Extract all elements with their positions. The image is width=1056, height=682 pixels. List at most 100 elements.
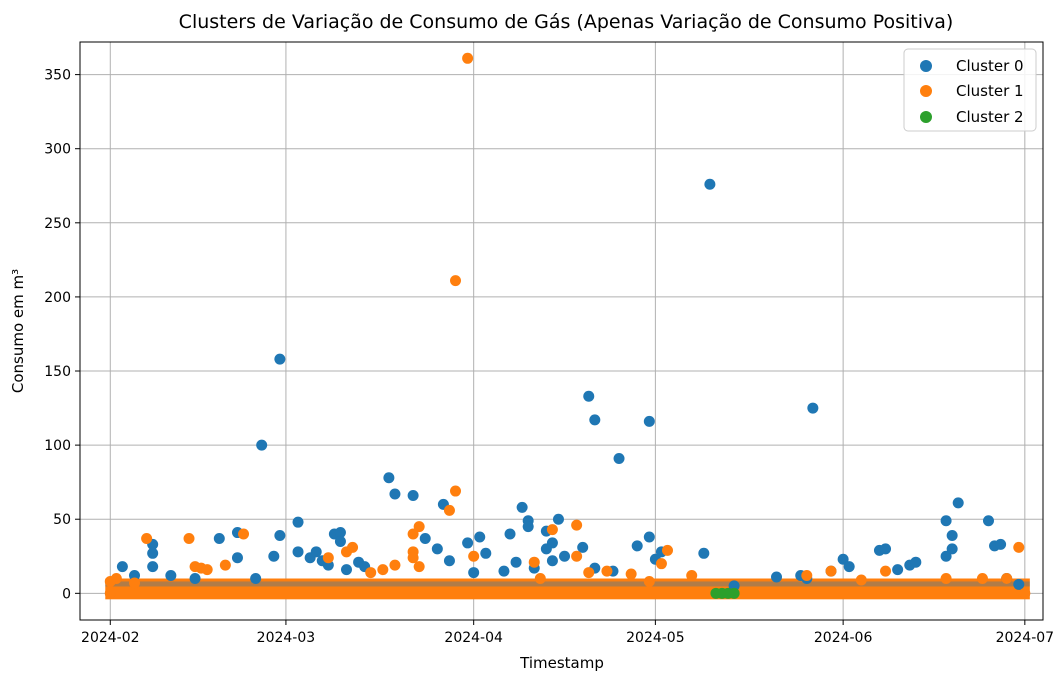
point-cluster-1 [104,587,116,599]
point-cluster-0 [334,535,346,547]
point-cluster-0 [982,515,994,527]
point-cluster-0 [443,555,455,567]
point-cluster-0 [231,552,243,564]
point-cluster-0 [583,390,595,402]
point-cluster-1 [183,532,195,544]
point-cluster-1 [880,565,892,577]
point-cluster-1 [976,573,988,585]
point-cluster-1 [322,552,334,564]
point-cluster-0 [147,547,159,559]
point-cluster-0 [292,516,304,528]
point-cluster-0 [837,553,849,565]
x-tick-label: 2024-02 [81,630,140,646]
point-cluster-1 [443,504,455,516]
y-tick-label: 300 [44,142,71,158]
point-cluster-0 [546,537,558,549]
x-tick-label: 2024-06 [814,630,873,646]
point-cluster-1 [347,541,359,553]
point-cluster-1 [238,528,250,540]
point-cluster-1 [110,573,122,585]
point-cluster-0 [577,541,589,553]
point-cluster-0 [643,531,655,543]
legend: Cluster 0 Cluster 1 Cluster 2 [903,48,1037,132]
point-cluster-1 [450,275,462,287]
point-cluster-0 [165,570,177,582]
x-axis-label: Timestamp [519,654,604,672]
point-cluster-1 [528,556,540,568]
point-cluster-0 [468,567,480,579]
point-cluster-1 [450,485,462,497]
point-cluster-1 [407,528,419,540]
legend-marker-cluster-1 [920,85,932,97]
low-value-band-cluster-0 [105,581,1030,587]
point-cluster-1 [413,561,425,573]
point-cluster-0 [546,555,558,567]
point-cluster-1 [407,552,419,564]
point-cluster-1 [661,544,673,556]
point-cluster-0 [474,531,486,543]
point-cluster-1 [219,559,231,571]
point-cluster-0 [147,561,159,573]
point-cluster-0 [480,547,492,559]
point-cluster-1 [940,573,952,585]
point-cluster-1 [141,532,153,544]
point-cluster-0 [431,543,443,555]
point-cluster-1 [546,524,558,536]
y-tick-label: 150 [44,364,71,380]
y-tick-label: 50 [53,512,71,528]
low-value-band-cluster-1 [105,578,1030,600]
point-cluster-0 [552,513,564,525]
point-cluster-0 [462,537,474,549]
point-cluster-0 [1013,578,1025,590]
y-tick-label: 100 [44,438,71,454]
point-cluster-0 [589,414,601,426]
point-cluster-0 [516,501,528,513]
point-cluster-1 [655,558,667,570]
point-cluster-1 [601,565,613,577]
x-tick-label: 2024-04 [444,630,503,646]
point-cluster-1 [625,568,637,580]
point-cluster-0 [250,573,262,585]
point-cluster-0 [498,565,510,577]
point-cluster-0 [116,561,128,573]
point-cluster-0 [559,550,571,562]
point-cluster-0 [880,543,892,555]
legend-marker-cluster-2 [920,111,932,123]
y-tick-label: 0 [62,586,71,602]
point-cluster-1 [583,567,595,579]
point-cluster-0 [340,564,352,576]
point-cluster-0 [292,546,304,558]
legend-marker-cluster-0 [920,60,932,72]
point-cluster-0 [522,521,534,533]
y-axis-label: Consumo em m³ [9,269,27,393]
point-cluster-0 [274,530,286,542]
point-cluster-0 [256,439,268,451]
point-cluster-1 [462,52,474,64]
legend-label-cluster-1: Cluster 1 [956,82,1024,100]
point-cluster-0 [310,546,322,558]
legend-label-cluster-0: Cluster 0 [956,57,1024,75]
point-cluster-1 [855,574,867,586]
point-cluster-0 [613,452,625,464]
point-cluster-0 [419,532,431,544]
point-cluster-1 [1001,573,1013,585]
plot-frame [79,41,1044,621]
legend-label-cluster-2: Cluster 2 [956,108,1024,126]
point-cluster-2 [728,587,740,599]
point-cluster-1 [571,550,583,562]
point-cluster-1 [801,570,813,582]
point-cluster-1 [825,565,837,577]
point-cluster-0 [407,490,419,502]
x-tick-label: 2024-05 [626,630,685,646]
point-cluster-0 [771,571,783,583]
point-cluster-0 [910,556,922,568]
legend-frame [903,48,1037,132]
point-cluster-0 [698,547,710,559]
point-cluster-1 [129,577,141,589]
point-cluster-0 [213,532,225,544]
point-cluster-0 [510,556,522,568]
point-cluster-1 [534,573,546,585]
point-cluster-0 [807,402,819,414]
y-tick-label: 250 [44,216,71,232]
point-cluster-0 [383,472,395,484]
